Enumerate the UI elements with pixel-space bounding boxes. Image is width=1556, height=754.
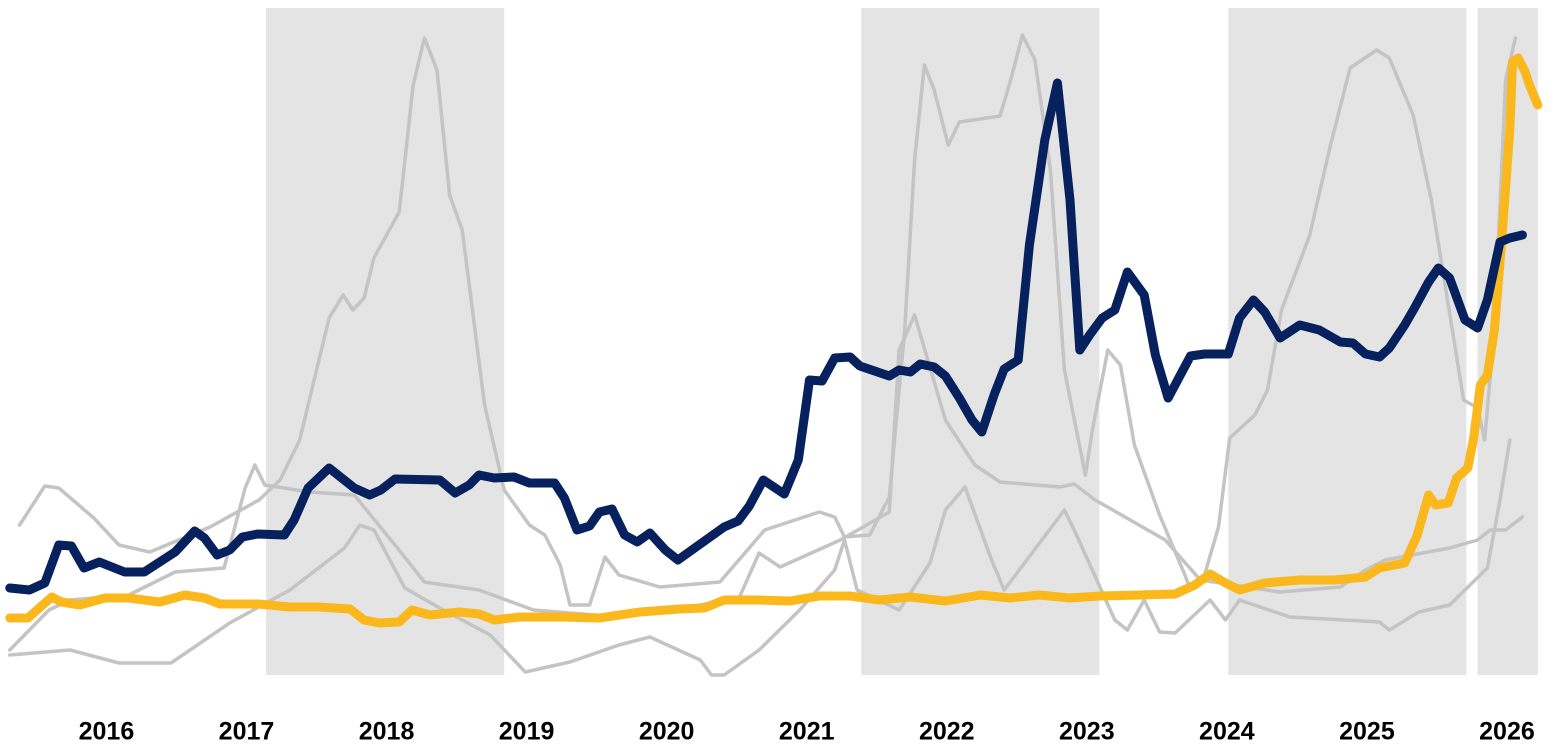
x-tick-label: 2025: [1339, 718, 1395, 746]
x-tick-label: 2024: [1199, 718, 1255, 746]
x-tick-label: 2023: [1059, 718, 1115, 746]
series-line: [5, 78, 1527, 595]
x-tick-label: 2019: [499, 718, 555, 746]
series-line: [17, 33, 1518, 607]
x-tick-label: 2022: [919, 718, 975, 746]
x-tick-label: 2018: [359, 718, 415, 746]
x-tick-label: 2016: [79, 718, 135, 746]
series-line: [5, 53, 1543, 628]
x-tick-label: 2020: [639, 718, 695, 746]
x-tick-label: 2021: [779, 718, 835, 746]
x-tick-label: 2017: [219, 718, 275, 746]
x-tick-label: 2026: [1479, 718, 1535, 746]
shaded-period: [266, 8, 505, 675]
